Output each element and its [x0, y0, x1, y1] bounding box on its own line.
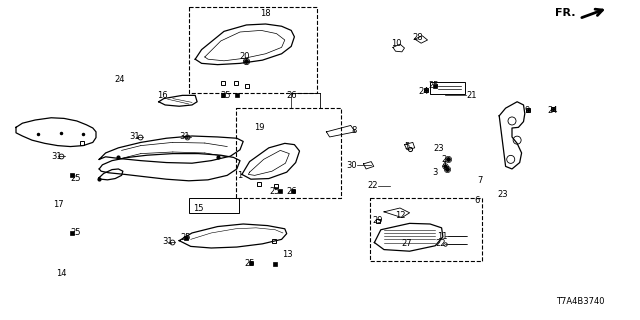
Text: 9: 9	[524, 106, 529, 115]
Text: 31: 31	[129, 132, 140, 141]
Text: 26: 26	[287, 91, 297, 100]
Text: 24: 24	[419, 87, 429, 96]
Text: 25: 25	[70, 228, 81, 237]
Bar	[236, 108, 341, 198]
Text: 26: 26	[287, 187, 297, 196]
Text: 14: 14	[56, 269, 67, 278]
Text: 19: 19	[255, 123, 265, 132]
Text: 15: 15	[193, 204, 204, 213]
Text: 25: 25	[70, 174, 81, 183]
Bar	[370, 198, 482, 261]
Text: 5: 5	[404, 142, 410, 151]
Text: 25: 25	[269, 187, 280, 196]
Text: 3: 3	[433, 168, 438, 177]
Text: 30: 30	[346, 161, 357, 170]
Text: 29: 29	[372, 216, 383, 225]
Text: 1: 1	[237, 171, 242, 180]
Text: 11: 11	[438, 232, 448, 241]
Text: 22: 22	[435, 239, 445, 248]
Text: 12: 12	[395, 211, 405, 220]
Text: 25: 25	[180, 233, 191, 242]
Text: 7: 7	[477, 176, 483, 185]
Text: 27: 27	[402, 239, 412, 248]
Text: 24: 24	[115, 75, 125, 84]
Text: 4: 4	[442, 161, 447, 170]
Bar	[189, 198, 239, 213]
Text: T7A4B3740: T7A4B3740	[556, 297, 604, 306]
Text: 2: 2	[442, 155, 447, 164]
Text: 23: 23	[433, 144, 444, 153]
Text: 31: 31	[179, 132, 189, 141]
Text: 31: 31	[51, 152, 61, 161]
Text: FR.: FR.	[556, 8, 576, 19]
Text: 18: 18	[260, 9, 271, 18]
Text: 28: 28	[413, 33, 423, 42]
Text: 25: 25	[220, 91, 230, 100]
Bar	[189, 7, 317, 93]
Text: 10: 10	[391, 39, 401, 48]
Text: 21: 21	[466, 91, 476, 100]
Text: 16: 16	[157, 91, 167, 100]
Text: 20: 20	[240, 52, 250, 60]
Text: 22: 22	[367, 181, 378, 190]
Text: 13: 13	[282, 250, 292, 259]
Text: 25: 25	[429, 81, 439, 90]
Text: 17: 17	[53, 200, 64, 209]
Text: 6: 6	[475, 196, 480, 205]
Text: 31: 31	[162, 237, 173, 246]
Text: 23: 23	[498, 190, 508, 199]
Text: 8: 8	[352, 126, 357, 135]
Text: 24: 24	[548, 106, 558, 115]
Text: 25: 25	[244, 259, 255, 268]
